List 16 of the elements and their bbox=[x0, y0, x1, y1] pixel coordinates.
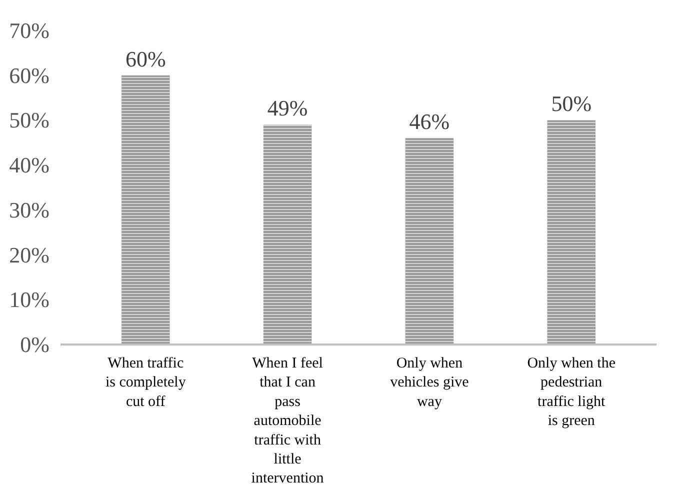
x-tick-label: When I feel that I can pass automobile traffic with little intervention bbox=[251, 356, 324, 487]
x-tick-label: Only when vehicles give way bbox=[390, 356, 470, 410]
y-tick-label: 70% bbox=[9, 18, 50, 43]
data-label: 49% bbox=[267, 96, 308, 121]
x-tick-label: Only when the pedestrian traffic light is green bbox=[527, 356, 616, 430]
x-tick-label: When traffic is completely cut off bbox=[105, 356, 186, 410]
y-tick-label: 0% bbox=[20, 332, 50, 357]
data-label: 50% bbox=[551, 91, 592, 116]
y-tick-label: 60% bbox=[9, 62, 50, 88]
y-tick-label: 20% bbox=[9, 242, 50, 268]
y-tick-label: 30% bbox=[9, 197, 50, 222]
data-label: 46% bbox=[409, 109, 450, 134]
y-tick-label: 40% bbox=[9, 152, 50, 178]
y-tick-label: 10% bbox=[9, 287, 50, 312]
data-label: 60% bbox=[125, 46, 166, 72]
y-tick-label: 50% bbox=[9, 108, 50, 133]
